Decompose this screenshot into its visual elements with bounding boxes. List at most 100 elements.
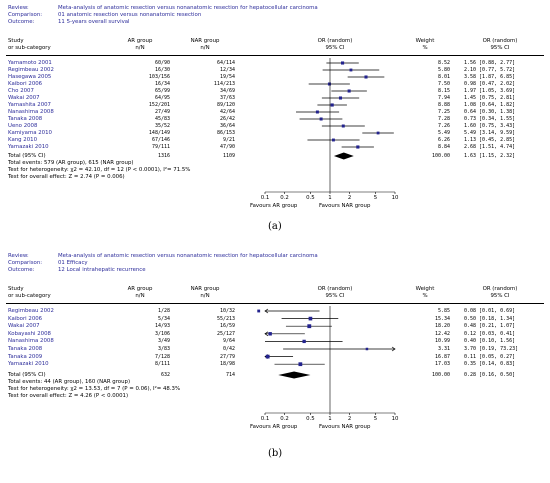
ar-count: 3/106 bbox=[154, 330, 170, 337]
study-name: Kamiyama 2010 bbox=[8, 130, 52, 136]
tick-label: 2 bbox=[347, 416, 352, 422]
summary-diamond bbox=[333, 152, 354, 160]
study-name: Yamazaki 2010 bbox=[8, 144, 49, 150]
point-estimate bbox=[315, 110, 319, 114]
col-study-sub: or sub-category bbox=[8, 45, 51, 51]
outcome-text: 12 Local intrahepatic recurrence bbox=[58, 267, 146, 273]
weight-value: 8.88 bbox=[437, 102, 450, 108]
study-name: Yamamoto 2001 bbox=[8, 60, 52, 66]
review-text: Meta-analysis of anatomic resection vers… bbox=[58, 5, 318, 11]
or-ci-value: 1.13 [0.45, 2.85] bbox=[464, 137, 516, 143]
point-estimate bbox=[356, 145, 360, 149]
or-ci-value: 1.56 [0.88, 2.77] bbox=[464, 60, 516, 66]
or-ci-value: 1.08 [0.64, 1.82] bbox=[464, 102, 516, 108]
total-label: Total (95% CI) bbox=[8, 372, 46, 378]
nar-count: 10/32 bbox=[219, 308, 235, 314]
study-name: Kaibori 2006 bbox=[8, 315, 43, 322]
weight-value: 6.26 bbox=[437, 137, 450, 143]
summary-diamond bbox=[278, 371, 311, 379]
or-ci-value: 0.64 [0.30, 1.38] bbox=[464, 109, 516, 115]
or-ci-value: 0.11 [0.05, 0.27] bbox=[464, 353, 516, 360]
point-estimate bbox=[341, 124, 345, 128]
weight-value: 5.49 bbox=[437, 130, 450, 136]
weight-value: 15.34 bbox=[434, 315, 450, 322]
ar-count: 27/49 bbox=[154, 109, 170, 115]
tick-label: 2 bbox=[347, 195, 352, 201]
ar-count: 8/111 bbox=[154, 361, 170, 368]
or-ci-value: 0.35 [0.14, 0.83] bbox=[464, 361, 516, 368]
weight-value: 7.26 bbox=[437, 123, 450, 129]
or-ci-value: 1.45 [0.75, 2.81] bbox=[464, 95, 516, 101]
study-name: Regimbeau 2002 bbox=[8, 67, 54, 73]
col-nar: NAR group bbox=[190, 38, 220, 44]
weight-value: 7.50 bbox=[437, 81, 450, 87]
outcome-text: 11 5-years overall survival bbox=[58, 19, 130, 25]
favours-left: Favours AR group bbox=[250, 424, 298, 430]
point-estimate bbox=[365, 347, 369, 351]
forest-plot-panel-a: Review: Meta-analysis of anatomic resect… bbox=[0, 0, 550, 240]
overall-effect: Test for overall effect: Z = 2.74 (P = 0… bbox=[8, 174, 125, 180]
nar-count: 9/64 bbox=[222, 338, 235, 345]
nar-count: 36/64 bbox=[219, 123, 235, 129]
heterogeneity: Test for heterogeneity: χ2 = 42.10, df =… bbox=[8, 167, 191, 173]
col-or-ci: 95% CI bbox=[325, 45, 345, 51]
col-weight: Weight bbox=[415, 38, 435, 44]
or-ci-value: 0.50 [0.18, 1.34] bbox=[464, 315, 516, 322]
point-estimate bbox=[341, 61, 345, 65]
study-name: Tanaka 2008 bbox=[8, 346, 43, 352]
nar-count: 19/54 bbox=[219, 74, 235, 80]
point-estimate bbox=[376, 131, 380, 135]
study-name: Wakai 2007 bbox=[8, 323, 40, 330]
total-nar: 714 bbox=[225, 372, 235, 378]
nar-count: 16/59 bbox=[219, 323, 235, 330]
ar-count: 16/34 bbox=[154, 81, 170, 87]
overall-effect: Test for overall effect: Z = 4.26 (P < 0… bbox=[8, 393, 129, 399]
nar-count: 9/21 bbox=[222, 137, 235, 143]
col-or: OR (random) bbox=[317, 286, 353, 292]
or-ci-value: 1.97 [1.05, 3.69] bbox=[464, 88, 516, 94]
col-weight-pct: % bbox=[422, 293, 428, 299]
col-ar-n: n/N bbox=[135, 45, 145, 51]
study-name: Yamazaki 2010 bbox=[8, 361, 49, 368]
point-estimate bbox=[298, 362, 303, 367]
col-study: Study bbox=[8, 38, 24, 44]
point-estimate bbox=[349, 68, 353, 72]
forest-plot-panel-b: Review: Meta-analysis of anatomic resect… bbox=[0, 248, 550, 470]
review-label: Review: bbox=[8, 5, 29, 11]
ar-count: 35/52 bbox=[154, 123, 170, 129]
nar-count: 12/34 bbox=[219, 67, 235, 73]
tick-label: 5 bbox=[373, 416, 378, 422]
tick-label: 0.1 bbox=[260, 195, 270, 201]
weight-value: 10.99 bbox=[434, 338, 450, 345]
ar-count: 148/149 bbox=[148, 130, 170, 136]
or-ci-value: 3.70 [0.19, 73.23] bbox=[464, 346, 519, 352]
figure-caption-b: (b) bbox=[268, 448, 283, 459]
point-estimate bbox=[268, 332, 272, 336]
forest-svg-a bbox=[264, 58, 396, 194]
col-orci-ci: 95% CI bbox=[490, 293, 510, 299]
point-estimate bbox=[330, 103, 334, 107]
col-nar: NAR group bbox=[190, 286, 220, 292]
ci-arrow bbox=[264, 308, 269, 314]
nar-count: 18/98 bbox=[219, 361, 235, 368]
total-orci: 0.28 [0.16, 0.50] bbox=[464, 372, 516, 378]
or-ci-value: 2.68 [1.51, 4.74] bbox=[464, 144, 516, 150]
ar-count: 16/30 bbox=[154, 67, 170, 73]
col-study-sub: or sub-category bbox=[8, 293, 51, 299]
ar-count: 79/111 bbox=[151, 144, 170, 150]
tick-label: 0.5 bbox=[306, 416, 315, 422]
study-name: Hasegawa 2005 bbox=[8, 74, 52, 80]
ci-arrow bbox=[391, 346, 396, 352]
weight-value: 8.15 bbox=[437, 88, 450, 94]
ar-count: 64/95 bbox=[154, 95, 170, 101]
or-ci-value: 1.60 [0.75, 3.43] bbox=[464, 123, 516, 129]
col-nar-n: n/N bbox=[200, 293, 210, 299]
col-weight: Weight bbox=[415, 286, 435, 292]
or-ci-value: 2.10 [0.77, 5.72] bbox=[464, 67, 516, 73]
tick-label: 1 bbox=[328, 195, 332, 201]
col-orci-ci: 95% CI bbox=[490, 45, 510, 51]
col-or-ci: 95% CI bbox=[325, 293, 345, 299]
ar-count: 14/93 bbox=[154, 323, 170, 330]
or-ci-value: 5.49 [3.14, 9.59] bbox=[464, 130, 516, 136]
comparison-label: Comparison: bbox=[8, 12, 43, 18]
